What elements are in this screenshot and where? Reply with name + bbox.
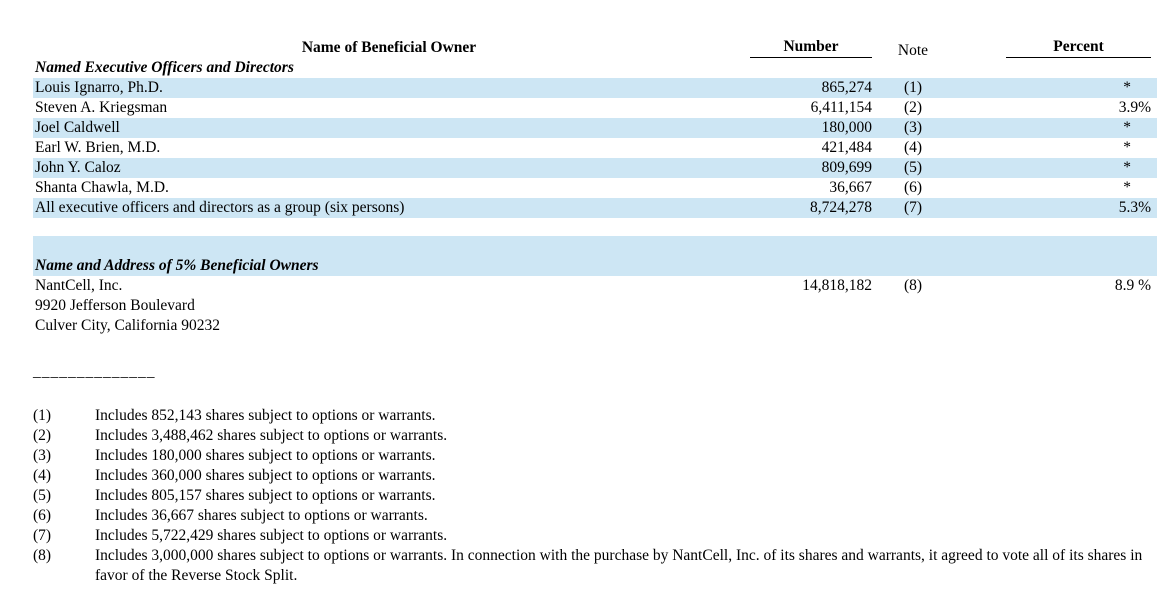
header-percent-cell: Percent (948, 37, 1157, 58)
footnote-text: Includes 852,143 shares subject to optio… (95, 407, 436, 424)
header-note-cell: Note (878, 38, 948, 59)
spacer (33, 218, 1157, 236)
footnote: (2) Includes 3,488,462 shares subject to… (33, 426, 1157, 446)
shares-number-cell: 421,484 (821, 139, 872, 156)
percent-cell: 3.9% (1118, 99, 1151, 116)
header-note-label: Note (897, 42, 929, 59)
footnote-text: Includes 180,000 shares subject to optio… (95, 447, 436, 464)
note-ref-cell: (2) (903, 99, 923, 116)
footnote: (6) Includes 36,667 shares subject to op… (33, 506, 1157, 526)
owner-name-cell: Steven A. Kriegsman (35, 99, 168, 116)
footnote-separator-line: ______________ (33, 363, 156, 380)
shares-number-cell: 6,411,154 (810, 99, 872, 116)
footnote-marker: (2) (33, 427, 52, 444)
footnote-text: Includes 805,157 shares subject to optio… (95, 487, 436, 504)
percent-cell: * (1123, 139, 1131, 156)
footnote: (4) Includes 360,000 shares subject to o… (33, 466, 1157, 486)
footnote-text: Includes 360,000 shares subject to optio… (95, 467, 436, 484)
owner-name-cell: NantCell, Inc. (35, 277, 123, 294)
blank-highlight-row (33, 236, 1157, 256)
table-row: John Y. Caloz 809,699 (5) * (33, 158, 1157, 178)
footnote-marker: (3) (33, 447, 52, 464)
section-title-5pct-row: Name and Address of 5% Beneficial Owners (33, 256, 1157, 276)
owner-name-cell: All executive officers and directors as … (35, 199, 405, 216)
percent-cell: 5.3% (1118, 199, 1151, 216)
percent-cell: * (1123, 179, 1131, 196)
section-title-5pct: Name and Address of 5% Beneficial Owners (35, 257, 319, 274)
footnote: (7) Includes 5,722,429 shares subject to… (33, 526, 1157, 546)
note-ref-cell: (4) (903, 139, 923, 156)
table-row: All executive officers and directors as … (33, 198, 1157, 218)
footnote-text: Includes 5,722,429 shares subject to opt… (95, 527, 448, 544)
owner-name-cell: John Y. Caloz (35, 159, 121, 176)
shares-number-cell: 865,274 (821, 79, 872, 96)
note-ref-cell: (7) (903, 199, 923, 216)
footnote-marker: (7) (33, 527, 52, 544)
shares-number-cell: 809,699 (821, 159, 872, 176)
owner-address-line: Culver City, California 90232 (35, 317, 220, 334)
footnote-marker: (8) (33, 547, 52, 564)
table-row: Steven A. Kriegsman 6,411,154 (2) 3.9% (33, 98, 1157, 118)
owner-address-line: 9920 Jefferson Boulevard (35, 297, 195, 314)
header-number-cell: Number (743, 37, 878, 58)
note-ref-cell: (5) (903, 159, 923, 176)
footnote-marker: (5) (33, 487, 52, 504)
footnotes-section: (1) Includes 852,143 shares subject to o… (33, 406, 1157, 586)
shares-number-cell: 36,667 (829, 179, 872, 196)
table-row: Louis Ignarro, Ph.D. 865,274 (1) * (33, 78, 1157, 98)
footnote-marker: (6) (33, 507, 52, 524)
footnote-text: Includes 3,000,000 shares subject to opt… (95, 547, 1143, 584)
footnote: (3) Includes 180,000 shares subject to o… (33, 446, 1157, 466)
note-ref-cell: (8) (903, 277, 923, 294)
owner-name-cell: Joel Caldwell (35, 119, 120, 136)
note-ref-cell: (6) (903, 179, 923, 196)
footnote-marker: (4) (33, 467, 52, 484)
shares-number-cell: 14,818,182 (802, 277, 872, 294)
footnote: (8) Includes 3,000,000 shares subject to… (33, 546, 1157, 586)
percent-cell: 8.9 % (1114, 277, 1151, 294)
footnote-text: Includes 3,488,462 shares subject to opt… (95, 427, 448, 444)
header-percent-label: Percent (1006, 37, 1151, 58)
percent-cell: * (1123, 159, 1131, 176)
table-row: NantCell, Inc. 14,818,182 (8) 8.9 % (33, 276, 1157, 296)
header-name-of-beneficial-owner: Name of Beneficial Owner (301, 39, 477, 56)
percent-cell: * (1123, 79, 1131, 96)
table-row: Joel Caldwell 180,000 (3) * (33, 118, 1157, 138)
table-header-row: Name of Beneficial Owner Number Note Per… (33, 34, 1157, 59)
owner-name-cell: Louis Ignarro, Ph.D. (35, 79, 163, 96)
section-title-officers: Named Executive Officers and Directors (35, 59, 294, 76)
percent-cell: * (1123, 119, 1131, 136)
footnote: (5) Includes 805,157 shares subject to o… (33, 486, 1157, 506)
note-ref-cell: (1) (903, 79, 923, 96)
shares-number-cell: 8,724,278 (810, 199, 872, 216)
shares-number-cell: 180,000 (821, 119, 872, 136)
table-row: Shanta Chawla, M.D. 36,667 (6) * (33, 178, 1157, 198)
footnote: (1) Includes 852,143 shares subject to o… (33, 406, 1157, 426)
footnote-marker: (1) (33, 407, 52, 424)
table-row: Earl W. Brien, M.D. 421,484 (4) * (33, 138, 1157, 158)
note-ref-cell: (3) (903, 119, 923, 136)
header-number-label: Number (750, 37, 872, 58)
owner-name-cell: Earl W. Brien, M.D. (35, 139, 161, 156)
footnote-text: Includes 36,667 shares subject to option… (95, 507, 428, 524)
section-title-officers-row: Named Executive Officers and Directors (33, 58, 1157, 78)
owner-name-cell: Shanta Chawla, M.D. (35, 179, 169, 196)
